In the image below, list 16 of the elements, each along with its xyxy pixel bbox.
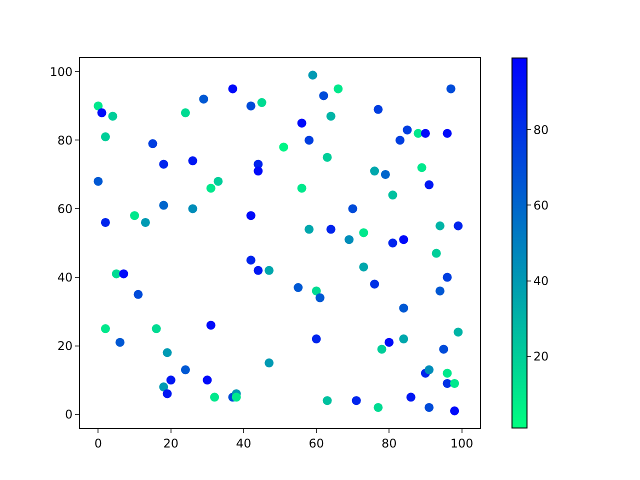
color-bar-label: 60 [533, 198, 549, 212]
color-bar-label: 80 [533, 122, 549, 137]
color-bar-label: 20 [533, 349, 549, 364]
x-tick-label: 0 [94, 436, 102, 450]
x-tick-label: 80 [381, 436, 397, 450]
x-tick-label: 40 [236, 436, 252, 450]
y-tick-label: 0 [64, 408, 73, 422]
x-tick-label: 60 [308, 436, 324, 450]
y-tick-label: 100 [50, 64, 73, 79]
x-tick-label: 100 [450, 436, 474, 450]
y-tick-label: 80 [57, 133, 73, 148]
y-tick-label: 60 [57, 202, 73, 216]
y-tick-label: 20 [57, 338, 73, 353]
color-bar-label: 40 [533, 274, 549, 288]
y-tick-label: 40 [57, 270, 73, 284]
x-tick-label: 20 [163, 436, 179, 450]
